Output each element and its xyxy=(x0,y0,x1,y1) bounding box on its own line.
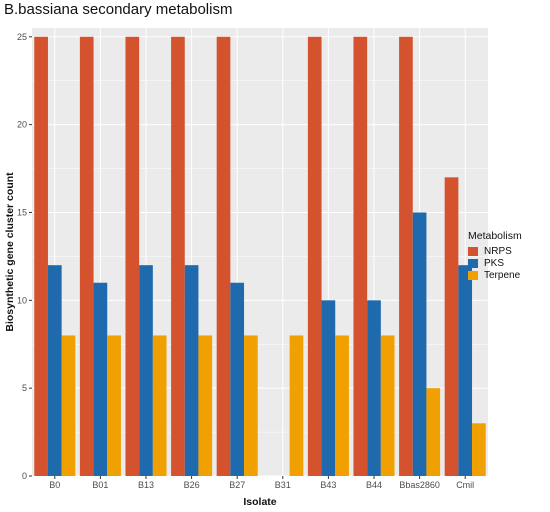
x-tick-label: B26 xyxy=(184,480,200,490)
bars xyxy=(34,36,486,477)
y-tick-label: 0 xyxy=(22,471,27,481)
x-tick-label: Cmil xyxy=(456,480,474,490)
bar-terpene-b26 xyxy=(198,335,213,476)
y-axis: 0 5 10 15 20 25 xyxy=(17,32,32,481)
legend-label: Terpene xyxy=(484,270,521,281)
x-tick-label: Bbas2860 xyxy=(399,480,440,490)
bar-pks-b43 xyxy=(321,300,336,476)
y-axis-label: Biosynthetic gene cluster count xyxy=(4,172,16,332)
bar-nrps-b44 xyxy=(353,36,368,477)
bar-terpene-b27 xyxy=(244,335,258,476)
x-tick-label: B27 xyxy=(229,480,245,490)
bar-pks-b44 xyxy=(367,300,381,476)
y-tick-label: 20 xyxy=(17,120,27,130)
y-tick-label: 10 xyxy=(17,295,27,305)
bar-terpene-b13 xyxy=(152,335,167,476)
bar-nrps-b43 xyxy=(307,36,322,477)
bar-nrps-cmil xyxy=(444,177,459,477)
x-tick-label: B44 xyxy=(366,480,382,490)
bar-nrps-b0 xyxy=(34,36,48,477)
y-tick-label: 5 xyxy=(22,383,27,393)
legend-label: NRPS xyxy=(484,246,512,257)
bar-nrps-b26 xyxy=(171,36,185,477)
x-axis: B0 B01 B13 B26 B27 B31 B43 B44 Bbas2860 Cmil xyxy=(49,476,474,490)
bar-terpene-bbas2860 xyxy=(426,388,441,476)
x-tick-label: B43 xyxy=(320,480,336,490)
legend: Metabolism NRPS PKS Terpene xyxy=(468,230,522,282)
legend-items: NRPS PKS Terpene xyxy=(468,246,522,281)
y-tick-label: 25 xyxy=(17,32,27,42)
legend-title: Metabolism xyxy=(468,230,522,242)
bar-nrps-bbas2860 xyxy=(399,36,413,477)
chart-title: B.bassiana secondary metabolism xyxy=(4,1,233,18)
x-tick-label: B01 xyxy=(92,480,108,490)
bar-pks-bbas2860 xyxy=(412,212,427,476)
bar-pks-b0 xyxy=(47,265,62,476)
legend-item-nrps: NRPS xyxy=(468,246,522,257)
bar-nrps-b13 xyxy=(125,36,140,477)
bar-terpene-b43 xyxy=(335,335,349,476)
x-tick-label: B31 xyxy=(275,480,291,490)
bar-pks-b13 xyxy=(139,265,153,476)
legend-item-terpene: Terpene xyxy=(468,270,522,281)
bar-terpene-b31 xyxy=(289,335,304,476)
legend-item-pks: PKS xyxy=(468,258,522,269)
x-axis-label: Isolate xyxy=(243,496,276,508)
legend-swatch xyxy=(468,271,478,280)
bar-terpene-b44 xyxy=(380,335,395,476)
x-tick-label: B0 xyxy=(49,480,60,490)
bar-terpene-b01 xyxy=(107,335,121,476)
x-tick-label: B13 xyxy=(138,480,154,490)
bar-nrps-b27 xyxy=(216,36,231,477)
bar-nrps-b01 xyxy=(79,36,94,477)
legend-swatch xyxy=(468,247,478,256)
bar-pks-cmil xyxy=(458,265,473,476)
bar-terpene-b0 xyxy=(61,335,76,476)
bar-pks-b26 xyxy=(184,265,199,476)
bar-pks-b27 xyxy=(230,282,245,476)
legend-swatch xyxy=(468,259,478,268)
legend-label: PKS xyxy=(484,258,505,269)
y-tick-label: 15 xyxy=(17,207,27,217)
bar-pks-b01 xyxy=(93,282,108,476)
bar-terpene-cmil xyxy=(472,423,486,476)
